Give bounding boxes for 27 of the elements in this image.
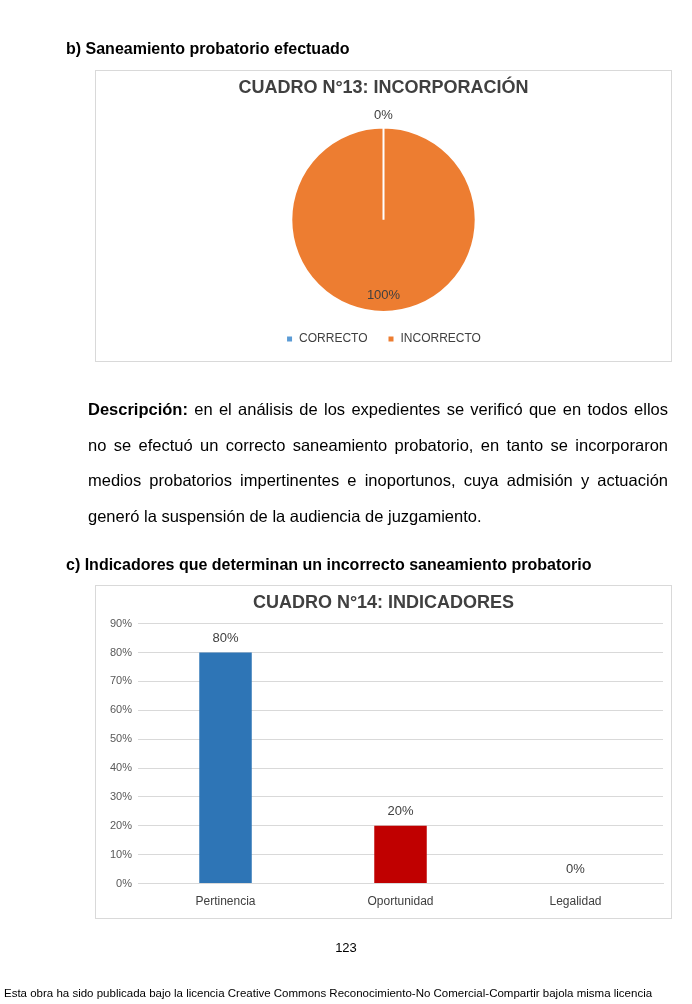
y-tick-label: 10% <box>109 847 133 860</box>
x-tick-label: Pertinencia <box>195 894 256 909</box>
y-tick-label: 40% <box>109 761 133 774</box>
x-tick-label: Legalidad <box>549 894 602 909</box>
legend-label: INCORRECTO <box>400 331 481 346</box>
data-label: 20% <box>387 802 414 818</box>
data-label: 80% <box>212 629 239 645</box>
chart-title: CUADRO N°13: INCORPORACIÓN <box>238 75 529 97</box>
x-tick-label: Oportunidad <box>367 894 434 909</box>
y-tick-label: 80% <box>109 645 133 658</box>
y-tick-label: 90% <box>109 616 133 629</box>
y-tick-label: 20% <box>109 818 133 831</box>
data-label: 0% <box>566 860 586 876</box>
y-tick-label: 30% <box>109 789 133 802</box>
y-tick-label: 70% <box>109 674 133 687</box>
text: Descripción: en el análisis de los expedientes se verificó que en todos ellos no se efectuó un correcto saneamiento probatorio, en tanto se incorporaron medios probatorios impertinentes e inoportunos, cuya admisión y actuación generó la suspensión de la audiencia de juzgamiento. <box>88 399 668 527</box>
y-tick-label: 0% <box>116 876 133 889</box>
text: 123 <box>334 940 358 955</box>
text: b) Saneamiento probatorio efectuado <box>66 40 350 58</box>
text: c) Indicadores que determinan un incorrecto saneamiento probatorio <box>66 556 592 574</box>
chart-title: CUADRO N°14: INDICADORES <box>252 591 515 612</box>
data-label: 100% <box>366 286 401 302</box>
text: 0% <box>374 107 393 123</box>
legend-label: CORRECTO <box>299 331 368 346</box>
y-tick-label: 50% <box>109 732 133 745</box>
y-tick-label: 60% <box>109 703 133 716</box>
text: Esta obra ha sido publicada bajo la licencia Creative Commons Reconocimiento-No Comercial-Compartir bajola misma licencia <box>4 987 653 999</box>
